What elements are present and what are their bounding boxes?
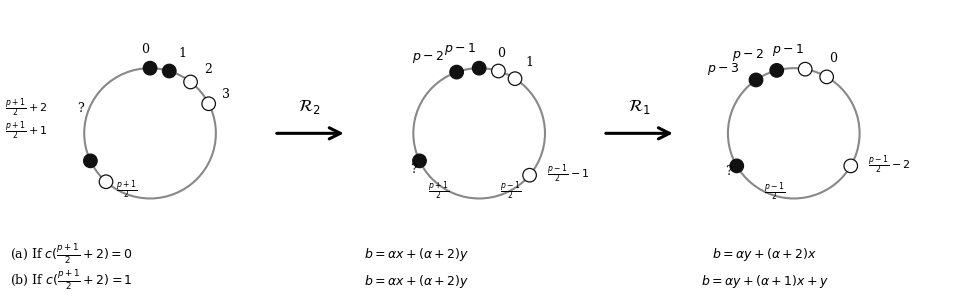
Ellipse shape [770,64,783,77]
Ellipse shape [184,75,197,89]
Text: $b = \alpha y + (\alpha+2)x$: $b = \alpha y + (\alpha+2)x$ [712,246,817,263]
Text: (b) If $c(\frac{p+1}{2}+2) = 1$: (b) If $c(\frac{p+1}{2}+2) = 1$ [10,269,133,293]
Ellipse shape [730,159,743,173]
Ellipse shape [412,154,426,168]
Text: $p-3$: $p-3$ [707,61,740,77]
Text: $p-2$: $p-2$ [411,48,443,65]
Text: $b = \alpha y + (\alpha+1)x + y$: $b = \alpha y + (\alpha+1)x + y$ [701,273,829,290]
Text: $\frac{p-1}{2}-1$: $\frac{p-1}{2}-1$ [547,162,590,185]
Ellipse shape [749,73,763,87]
Text: $\frac{p+1}{2}+2$: $\frac{p+1}{2}+2$ [5,96,47,119]
Text: $p-1$: $p-1$ [443,41,476,57]
Text: $p-2$: $p-2$ [732,47,764,63]
Text: ?: ? [410,163,416,176]
Text: $\frac{p-1}{2}$: $\frac{p-1}{2}$ [764,180,785,203]
Text: 3: 3 [222,88,230,101]
Text: 1: 1 [526,56,533,69]
Text: $\frac{p+1}{2}$: $\frac{p+1}{2}$ [116,178,137,201]
Ellipse shape [202,97,216,111]
Text: $\mathcal{R}_1$: $\mathcal{R}_1$ [627,97,650,115]
Ellipse shape [523,168,536,182]
Text: 0: 0 [141,43,149,56]
Text: $\mathcal{R}_2$: $\mathcal{R}_2$ [298,97,321,115]
Text: $\frac{p-1}{2}$: $\frac{p-1}{2}$ [500,179,522,202]
Ellipse shape [492,64,505,78]
Text: ?: ? [77,102,84,115]
Ellipse shape [844,159,858,173]
Ellipse shape [143,62,157,75]
Ellipse shape [472,62,486,75]
Text: $b = \alpha x + (\alpha+2)y$: $b = \alpha x + (\alpha+2)y$ [364,273,469,290]
Text: 2: 2 [204,63,212,76]
Text: $\frac{p+1}{2}$: $\frac{p+1}{2}$ [428,179,449,202]
Text: $\frac{p-1}{2}-2$: $\frac{p-1}{2}-2$ [868,153,911,176]
Ellipse shape [820,70,833,84]
Text: $b = \alpha x + (\alpha+2)y$: $b = \alpha x + (\alpha+2)y$ [364,246,469,263]
Ellipse shape [163,64,176,78]
Text: 0: 0 [830,52,837,65]
Ellipse shape [799,62,812,76]
Text: (a) If $c(\frac{p+1}{2}+2) = 0$: (a) If $c(\frac{p+1}{2}+2) = 0$ [10,242,133,267]
Ellipse shape [450,65,464,79]
Ellipse shape [508,72,522,85]
Ellipse shape [83,154,97,168]
Text: $\frac{p+1}{2}+1$: $\frac{p+1}{2}+1$ [5,119,47,142]
Text: $p-1$: $p-1$ [771,42,803,58]
Text: ?: ? [726,165,732,178]
Ellipse shape [99,175,112,188]
Text: 0: 0 [498,46,505,59]
Text: 1: 1 [179,47,187,60]
